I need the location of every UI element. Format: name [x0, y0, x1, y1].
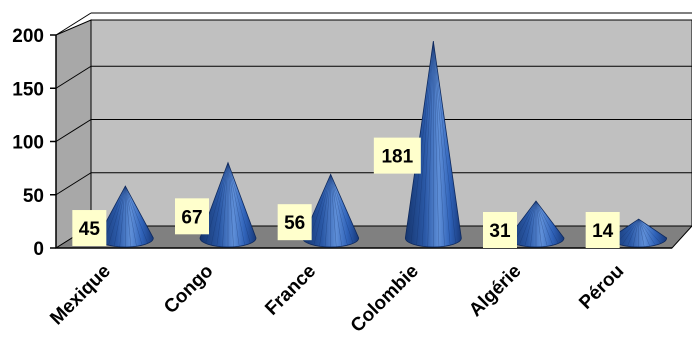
gridline-side [55, 65, 92, 89]
x-tick-label: France [261, 261, 320, 320]
x-tick-label: Colombie [347, 261, 423, 337]
cone-facet [227, 162, 234, 247]
cone-facet [222, 162, 229, 247]
data-label-text: 31 [489, 221, 511, 242]
cone-facet [530, 200, 537, 247]
cone-facet [513, 200, 537, 244]
data-labels: 45 67 56 181 31 14 [72, 137, 620, 248]
cone-facet [319, 174, 331, 247]
y-tick-label: 0 [33, 239, 44, 260]
data-label-text: 67 [181, 207, 202, 228]
cone-facet [313, 174, 331, 246]
data-label-pérou: 14 [585, 212, 620, 248]
series-cones [96, 41, 668, 248]
cone-algérie [507, 200, 565, 248]
cone-facet [433, 41, 451, 246]
cone-facet [227, 162, 251, 244]
cone-facet [524, 200, 537, 247]
cone-facet [621, 218, 639, 246]
cone-facet [638, 218, 656, 246]
cone-facet [616, 218, 639, 244]
data-label-box [585, 212, 620, 248]
data-label-text: 14 [592, 221, 614, 242]
data-label-france: 56 [277, 204, 312, 241]
x-axis-labels: Mexique Congo France Colombie Algérie Pérou [46, 261, 628, 337]
y-tick-label: 150 [12, 79, 44, 100]
cone-facet [125, 186, 137, 247]
cone-facet [227, 162, 240, 247]
cone-colombie [404, 41, 462, 248]
x-tick-label: Algérie [465, 261, 525, 321]
cone-facet [330, 174, 348, 246]
cone-facet [119, 186, 126, 247]
gridline-side [55, 12, 92, 36]
y-tick-label: 50 [23, 186, 44, 207]
cone-facet [308, 174, 331, 244]
gridline-side [55, 172, 92, 196]
cone-facet [433, 41, 456, 244]
data-label-box [483, 212, 517, 248]
cone-facet [519, 200, 537, 246]
gridline-side [55, 119, 92, 142]
cone-facet [632, 219, 639, 247]
y-axis: 0 50 100 150 200 [12, 26, 672, 260]
x-tick-label: Mexique [46, 261, 115, 330]
data-label-box [175, 198, 209, 235]
cone-facet [216, 162, 229, 247]
cone-congo [199, 161, 257, 248]
data-label-colombie: 181 [373, 137, 421, 174]
data-label-box [277, 204, 312, 241]
data-label-text: 45 [79, 219, 101, 240]
cone-facet [638, 219, 651, 247]
cone-facet [535, 200, 553, 246]
cone-facet [125, 186, 143, 246]
cone-facet [211, 162, 229, 246]
cone-facet [638, 219, 645, 247]
cone-facet [638, 218, 662, 244]
cone-facet [433, 41, 445, 247]
cone-facet [627, 219, 639, 247]
y-tick-label: 100 [12, 133, 44, 154]
cone-facet [330, 174, 337, 247]
data-label-box [373, 137, 421, 174]
cone-facet [227, 162, 245, 246]
cone-france [302, 173, 360, 248]
cone-facet [535, 200, 542, 247]
cone-facet [330, 174, 354, 244]
back-wall [90, 19, 692, 227]
data-label-text: 56 [284, 213, 305, 234]
cone-facet [535, 200, 548, 247]
cone-facet [410, 41, 434, 244]
cone-facet [108, 186, 126, 246]
cone-pérou [610, 218, 668, 248]
data-label-text: 181 [381, 147, 413, 168]
cone-facet [113, 186, 126, 247]
x-tick-label: Congo [160, 261, 217, 318]
cone-facet [535, 200, 559, 244]
cone-facet [324, 174, 331, 247]
cone-facet [427, 41, 434, 247]
x-tick-label: Pérou [575, 261, 628, 314]
data-label-mexique: 45 [72, 210, 107, 247]
data-label-box [72, 210, 107, 247]
cone-facet [125, 186, 132, 247]
y-tick-label: 200 [12, 26, 44, 47]
data-label-congo: 67 [175, 198, 209, 235]
data-label-algérie: 31 [483, 212, 517, 248]
cone-facet [421, 41, 434, 247]
cone-facet [205, 162, 229, 244]
cone-facet [125, 186, 148, 244]
cone-facet [330, 174, 343, 247]
cone-facet [433, 41, 440, 247]
cone-facet [102, 186, 126, 244]
cone-facet [416, 41, 434, 246]
